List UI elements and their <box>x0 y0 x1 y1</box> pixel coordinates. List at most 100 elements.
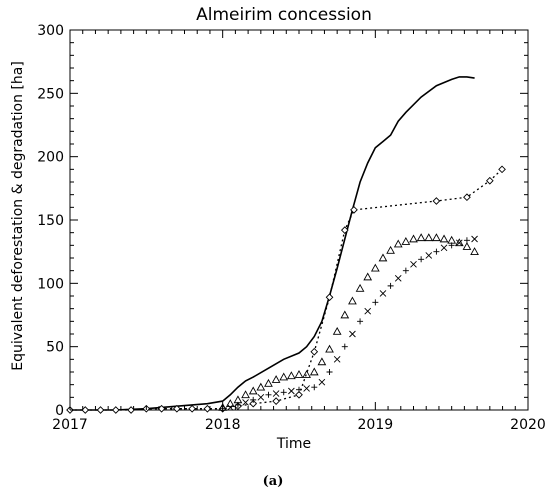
x-marker <box>333 356 341 363</box>
triangle-marker <box>401 237 411 245</box>
series-solid-line <box>70 76 475 411</box>
plus-marker <box>265 391 272 398</box>
plus-marker <box>357 318 364 325</box>
plus-marker <box>234 401 241 408</box>
x-marker <box>226 404 234 411</box>
triangle-marker <box>225 399 235 407</box>
diamond-marker <box>498 165 506 174</box>
diamond-marker <box>432 197 441 205</box>
triangle-marker <box>363 272 373 281</box>
x-marker <box>318 378 326 386</box>
series-line <box>70 168 503 411</box>
triangle-marker <box>248 386 258 395</box>
plus-marker <box>387 282 394 289</box>
triangle-marker <box>409 234 418 243</box>
y-tick-label: 200 <box>37 150 64 166</box>
triangle-marker <box>348 296 357 305</box>
x-tick-label: 2019 <box>358 417 394 433</box>
triangle-marker <box>432 233 441 242</box>
series-dotted-diamond <box>66 165 506 414</box>
triangle-marker <box>447 235 457 244</box>
y-tick-label: 300 <box>37 23 64 39</box>
y-tick-label: 250 <box>37 86 64 102</box>
series-line <box>70 76 475 411</box>
axes: 2017 2018 2019 2020 0 50 100 150 200 250 300 <box>37 23 546 433</box>
triangle-marker <box>302 370 311 378</box>
triangle-marker <box>287 371 296 380</box>
plus-marker <box>448 242 455 249</box>
triangle-marker <box>416 233 426 242</box>
x-tick-label: 2018 <box>205 417 241 433</box>
y-tick-label: 150 <box>37 213 64 229</box>
triangle-marker <box>264 378 273 387</box>
figure-caption: (a) <box>263 474 284 489</box>
triangle-marker <box>386 245 395 254</box>
diamond-marker <box>295 390 303 399</box>
plus-marker <box>341 343 348 350</box>
triangle-marker <box>294 370 304 378</box>
triangle-marker <box>325 344 334 353</box>
diamond-marker <box>463 193 471 202</box>
plus-marker <box>280 389 287 396</box>
diamond-marker <box>272 397 280 405</box>
series-cross-markers <box>219 235 478 412</box>
triangle-marker <box>256 382 266 391</box>
diamond-marker <box>111 406 120 414</box>
triangle-marker <box>241 390 250 399</box>
diamond-marker <box>485 176 494 185</box>
triangle-marker <box>279 372 289 381</box>
plus-marker <box>296 386 302 393</box>
plus-marker <box>402 267 409 274</box>
diamond-marker <box>310 347 319 356</box>
x-marker <box>288 387 295 395</box>
triangle-marker <box>424 233 434 242</box>
diamond-marker <box>173 404 181 413</box>
triangle-marker <box>370 263 380 272</box>
diamond-marker <box>249 399 258 408</box>
x-marker <box>257 394 265 401</box>
x-marker <box>303 385 310 392</box>
x-marker <box>272 390 280 397</box>
diamond-marker <box>340 226 349 234</box>
plus-marker <box>250 396 257 403</box>
diamond-marker <box>96 406 105 414</box>
triangle-marker <box>340 310 350 319</box>
x-marker <box>379 290 387 297</box>
x-tick-label: 2017 <box>52 417 88 433</box>
series-triangle-markers <box>218 233 479 411</box>
chart-title: Almeirim concession <box>196 5 372 25</box>
x-marker <box>242 399 249 406</box>
triangle-marker <box>233 395 243 404</box>
x-marker <box>349 330 356 338</box>
diamond-marker <box>325 293 334 302</box>
diamond-marker <box>350 206 358 214</box>
series-marks <box>66 76 506 414</box>
plus-marker <box>463 237 470 244</box>
x-axis-label: Time <box>276 436 311 452</box>
y-tick-label: 0 <box>55 403 64 419</box>
triangle-marker <box>470 247 479 255</box>
x-marker <box>410 261 417 268</box>
diamond-marker <box>188 404 196 413</box>
x-marker <box>425 252 433 259</box>
triangle-marker <box>332 326 342 335</box>
triangle-marker <box>439 234 449 243</box>
x-tick-label: 2020 <box>510 417 546 433</box>
x-marker <box>440 244 448 252</box>
triangle-marker <box>454 238 464 247</box>
y-tick-label: 100 <box>37 276 64 292</box>
y-tick-label: 50 <box>46 340 64 356</box>
triangle-marker <box>393 239 403 248</box>
triangle-marker <box>378 253 388 262</box>
x-marker <box>471 235 478 243</box>
plus-marker <box>326 369 333 375</box>
triangle-marker <box>317 357 327 366</box>
triangle-marker <box>462 242 472 250</box>
triangle-marker <box>309 367 319 376</box>
plus-marker <box>372 299 379 306</box>
triangle-marker <box>271 375 281 383</box>
x-marker <box>364 307 372 315</box>
x-marker <box>394 274 402 282</box>
x-marker <box>455 239 463 247</box>
